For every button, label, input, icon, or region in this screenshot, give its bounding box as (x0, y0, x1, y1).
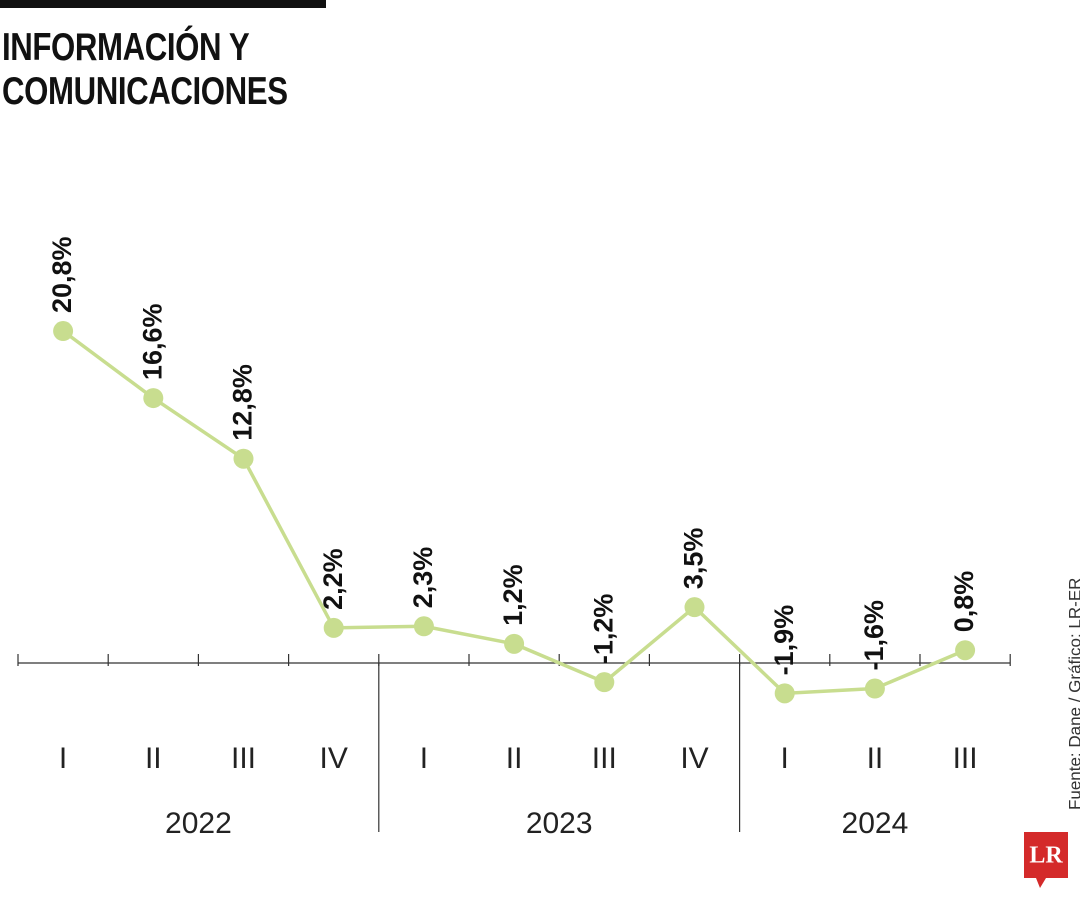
value-label: 1,2% (498, 564, 528, 626)
x-tick-label: III (953, 742, 978, 775)
x-tick-label: II (867, 742, 884, 775)
logo: LR (1029, 843, 1063, 869)
group-label: 2023 (526, 807, 593, 840)
x-tick-label: II (145, 742, 162, 775)
point (774, 683, 795, 704)
x-tick-label: III (592, 742, 617, 775)
point (413, 616, 434, 637)
point (53, 321, 74, 342)
x-tick-label: I (420, 742, 428, 775)
value-label: -1,6% (859, 600, 889, 671)
point (955, 640, 976, 661)
x-tick-label: III (231, 742, 256, 775)
value-label: 12,8% (228, 364, 258, 441)
point (594, 672, 615, 693)
group-label: 2024 (842, 807, 909, 840)
value-label: -1,9% (769, 605, 799, 676)
value-label: 2,3% (408, 547, 438, 609)
point (684, 597, 705, 618)
x-tick-label: I (59, 742, 67, 775)
value-label: 0,8% (949, 571, 979, 633)
value-label: 2,2% (318, 548, 348, 610)
value-label: 20,8% (47, 236, 77, 313)
chart-title: INFORMACIÓN Y COMUNICACIONES (2, 26, 288, 113)
x-tick-label: I (781, 742, 789, 775)
point (143, 388, 164, 409)
x-tick-label: II (506, 742, 523, 775)
point (233, 448, 254, 469)
value-label: 16,6% (137, 304, 167, 381)
x-tick-label: IV (680, 742, 708, 775)
value-label: 3,5% (679, 528, 709, 590)
title-bar (0, 0, 326, 8)
point (864, 678, 885, 699)
x-tick-label: IV (320, 742, 348, 775)
value-label: -1,2% (588, 594, 618, 665)
point (504, 633, 525, 654)
group-label: 2022 (165, 807, 232, 840)
point (323, 617, 344, 638)
logo-box (1024, 832, 1068, 888)
source: Fuente: Dane / Gráfico: LR-ER (1065, 578, 1080, 810)
